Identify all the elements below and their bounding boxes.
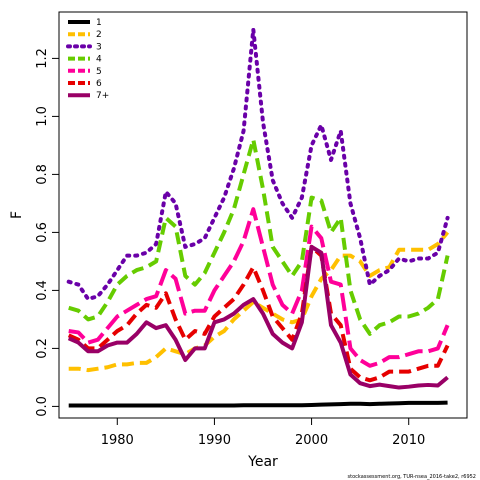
chart-caption: stockassessment.org, TUR-nsea_2016-take2…	[348, 474, 476, 480]
series-line-3	[66, 27, 450, 302]
y-tick-label: 0.8	[35, 164, 50, 185]
y-tick-label: 0.2	[35, 338, 50, 359]
y-axis: 0.0 0.2 0.4 0.6 0.8 1.0 1.2	[35, 48, 59, 417]
x-tick-label: 1980	[101, 433, 134, 448]
legend-label-4: 4	[96, 55, 102, 65]
x-axis: 1980 1990 2000 2010	[101, 418, 425, 448]
y-tick-label: 0.0	[35, 396, 50, 417]
series-line-7	[67, 244, 449, 390]
legend-label-2: 2	[96, 30, 102, 40]
series-line-4	[68, 137, 450, 336]
legend-label-3: 3	[96, 42, 102, 52]
series-layer	[66, 27, 450, 408]
x-tick-label: 2000	[295, 433, 328, 448]
x-axis-title: Year	[247, 454, 278, 470]
x-tick-label: 2010	[392, 433, 425, 448]
series-line-2	[68, 231, 450, 373]
x-tick-label: 1990	[198, 433, 231, 448]
series-line-5	[68, 207, 450, 368]
y-axis-title: F	[9, 211, 25, 219]
y-tick-label: 0.6	[35, 222, 50, 243]
y-tick-label: 1.0	[35, 106, 50, 127]
legend-label-7: 7+	[96, 91, 109, 101]
y-tick-label: 0.4	[35, 280, 50, 301]
series-line-6	[67, 244, 450, 383]
y-tick-label: 1.2	[35, 48, 50, 69]
plot-frame	[58, 11, 468, 419]
legend: 1 2 3 4 5 6 7+	[66, 18, 109, 101]
legend-label-6: 6	[96, 79, 102, 89]
legend-label-1: 1	[96, 18, 102, 28]
series-line-1	[68, 400, 448, 408]
legend-label-5: 5	[96, 67, 102, 77]
